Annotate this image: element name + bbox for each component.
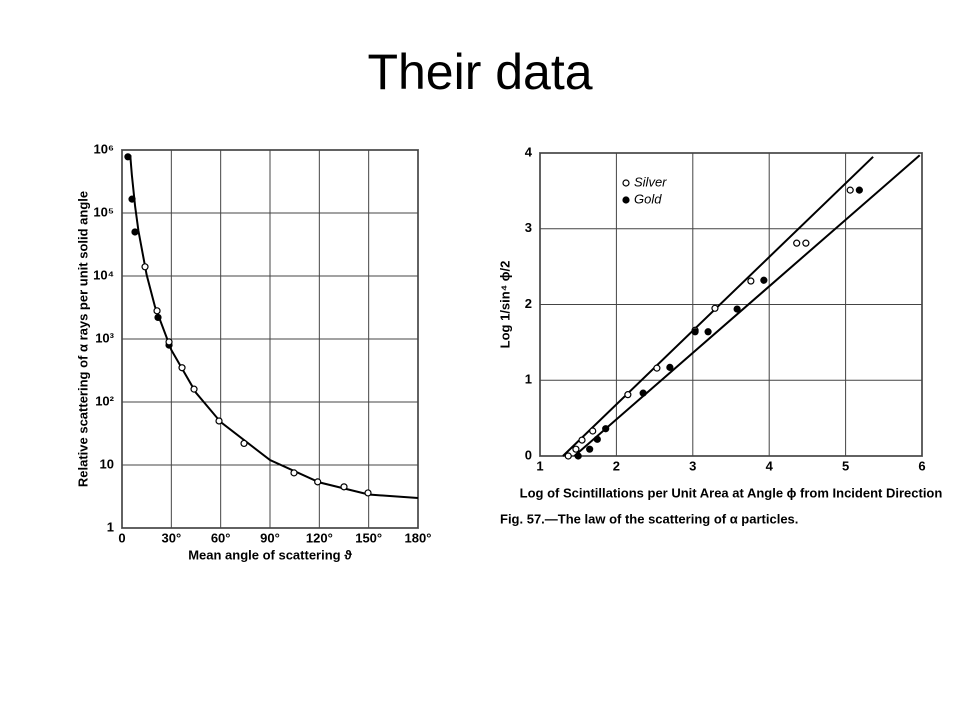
y-tick-label: 10³ <box>95 330 114 345</box>
x-tick-label: 6 <box>918 458 925 473</box>
data-point <box>190 385 198 393</box>
fit-curve <box>573 154 921 457</box>
legend-marker <box>622 179 630 187</box>
data-point <box>131 228 139 236</box>
y-tick-label: 3 <box>525 220 532 235</box>
y-tick-label: 4 <box>525 144 533 159</box>
data-point <box>846 186 854 194</box>
x-tick-label: 0 <box>118 530 125 545</box>
data-point <box>240 439 248 448</box>
data-point <box>802 239 810 247</box>
data-point <box>574 452 582 460</box>
caption: Fig. 57.—The law of the scattering of α … <box>500 511 798 526</box>
data-point <box>855 186 863 194</box>
legend-label: Silver <box>634 174 667 189</box>
data-point <box>314 478 322 486</box>
data-point <box>165 338 173 346</box>
y-tick-label: 10 <box>100 456 114 471</box>
x-tick-label: 90° <box>260 530 280 545</box>
data-point <box>154 313 162 322</box>
y-tick-label: 10⁵ <box>93 204 114 219</box>
slide-title: Their data <box>367 44 592 100</box>
y-tick-label: 10² <box>95 393 114 408</box>
data-point <box>639 389 647 397</box>
y-tick-label: 2 <box>525 296 532 311</box>
data-point <box>760 276 768 284</box>
y-tick-label: 10⁴ <box>93 267 114 282</box>
data-point <box>141 263 149 271</box>
x-tick-label: 1 <box>536 458 543 473</box>
data-point <box>153 307 161 315</box>
x-tick-label: 120° <box>306 530 333 545</box>
data-point <box>364 489 372 497</box>
data-point <box>215 417 223 425</box>
data-point <box>578 436 586 444</box>
data-point <box>564 452 572 460</box>
y-tick-label: 0 <box>525 447 532 462</box>
data-point <box>666 363 674 371</box>
y-axis-label: Relative scattering of α rays per unit s… <box>75 191 90 487</box>
y-tick-label: 1 <box>107 519 114 534</box>
x-axis-label: Mean angle of scattering ϑ <box>188 547 352 562</box>
data-point <box>593 435 601 443</box>
y-tick-label: 1 <box>525 372 532 387</box>
data-point <box>572 445 580 453</box>
legend-marker <box>622 196 630 204</box>
x-tick-label: 5 <box>842 458 849 473</box>
x-tick-label: 60° <box>211 530 231 545</box>
y-tick-label: 10⁶ <box>94 141 114 156</box>
data-point <box>747 277 755 285</box>
data-point <box>290 469 298 477</box>
y-axis-label: Log 1/sin⁴ ϕ/2 <box>497 261 512 349</box>
data-point <box>704 328 712 336</box>
data-point <box>711 304 719 312</box>
x-tick-label: 4 <box>766 458 774 473</box>
data-point <box>589 427 597 435</box>
data-point <box>602 425 610 433</box>
legend-label: Gold <box>634 191 662 206</box>
fit-curve <box>129 155 419 499</box>
x-tick-label: 3 <box>689 458 696 473</box>
data-point <box>733 305 741 313</box>
data-point <box>793 239 801 247</box>
data-point <box>691 328 699 336</box>
x-axis-label: Log of Scintillations per Unit Area at A… <box>520 485 943 500</box>
data-point <box>586 445 594 453</box>
data-point <box>624 391 632 399</box>
data-point <box>653 364 661 372</box>
x-tick-label: 150° <box>355 530 382 545</box>
x-tick-label: 30° <box>161 530 181 545</box>
data-point <box>340 483 348 491</box>
data-point <box>128 195 136 203</box>
x-tick-label: 180° <box>405 530 432 545</box>
data-point <box>178 364 186 372</box>
data-point <box>124 153 132 161</box>
x-tick-label: 2 <box>613 458 620 473</box>
